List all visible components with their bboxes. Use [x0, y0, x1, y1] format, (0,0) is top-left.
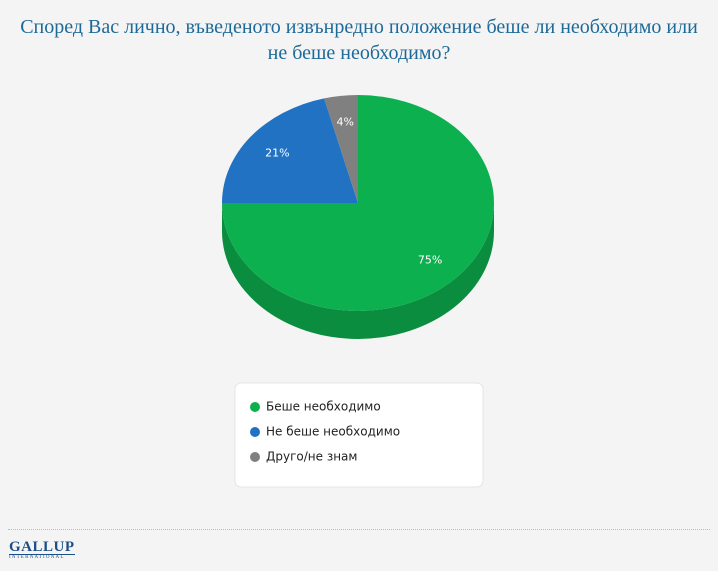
- chart-title: Според Вас лично, въведеното извънредно …: [20, 16, 698, 64]
- legend-label: Беше необходимо: [266, 400, 381, 414]
- logo-name: GALLUP: [9, 539, 75, 555]
- pie-side: [222, 203, 494, 339]
- pie-slice: [324, 95, 358, 203]
- legend-marker: [250, 452, 260, 462]
- data-label: 75%: [418, 253, 442, 266]
- legend-label: Друго/не знам: [266, 450, 357, 464]
- data-label: 4%: [336, 116, 353, 129]
- legend-marker: [250, 402, 260, 412]
- chart-title-box: Според Вас лично, въведеното извънредно …: [0, 14, 718, 66]
- legend-marker: [250, 427, 260, 437]
- logo-subtitle: INTERNATIONAL: [9, 554, 75, 560]
- legend-label: Не беше необходимо: [266, 425, 400, 439]
- data-label: 21%: [265, 146, 289, 159]
- logo: GALLUP INTERNATIONAL: [9, 540, 75, 560]
- legend-box: [234, 382, 484, 488]
- pie-slice: [222, 98, 358, 203]
- separator: [8, 529, 710, 530]
